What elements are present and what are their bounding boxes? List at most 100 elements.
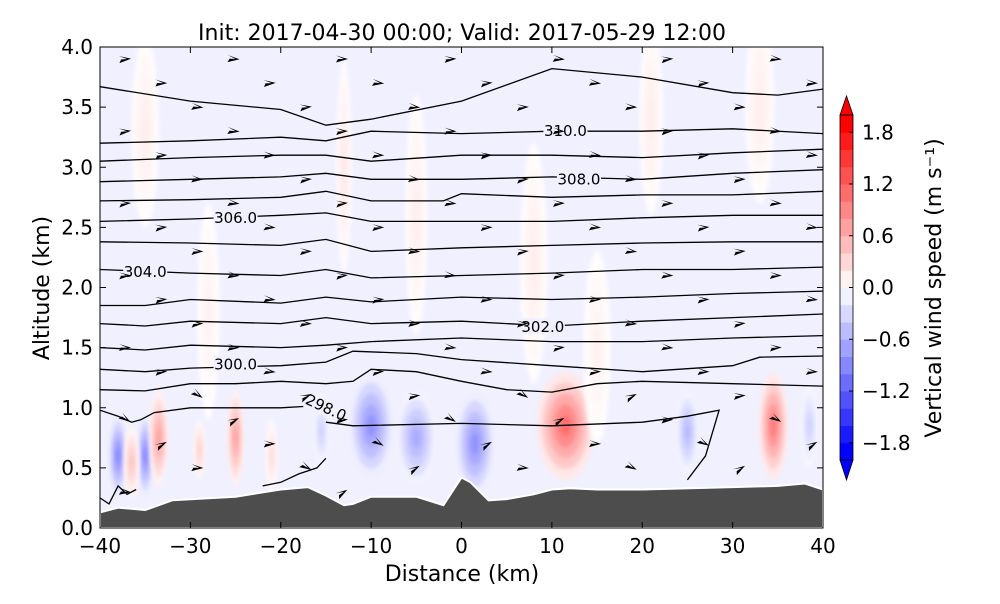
wind-vector-arrow [516,176,529,184]
wind-vector-arrow [733,320,746,328]
wind-vector-arrow [154,296,168,304]
chart-title: Init: 2017-04-30 00:00; Valid: 2017-05-2… [198,21,726,46]
wind-vector-arrow [589,440,602,448]
wind-feature [142,111,148,151]
wind-vector-arrow [263,367,276,375]
wind-vector-arrow [227,271,240,279]
wind-feature [198,443,201,456]
colorbar-band [840,373,853,392]
contour-label-background [123,262,168,279]
contour-label: 306.0 [214,209,257,227]
x-tick-label: −10 [350,534,392,558]
theta-contour-line [100,128,823,144]
contour-label: 310.0 [544,122,587,140]
x-tick-label: −30 [169,534,211,558]
wind-vector-arrow [805,223,818,231]
wind-vector-arrow [118,272,132,280]
wind-vector-arrow [444,127,457,135]
wind-vector-arrow [697,80,710,88]
wind-vector-arrow [190,388,203,398]
wind-vector-arrow [154,441,167,451]
wind-vector-arrow [733,465,746,476]
wind-vector-arrow [299,248,312,256]
wind-vector-arrow [335,128,348,136]
wind-vector-arrow [335,416,348,424]
wind-feature [270,448,273,464]
theta-contour-line [100,67,823,126]
colorbar-tick-label: 1.2 [862,172,894,196]
contour-label: 308.0 [558,170,601,188]
wind-vector-arrow [444,199,457,207]
wind-vector-arrow [118,200,132,208]
colorbar-band [840,391,853,409]
wind-vector-arrow [335,272,348,280]
wind-vector-arrow [444,55,457,63]
y-tick-label: 0.5 [61,456,93,480]
theta-contour-line [100,350,823,373]
wind-vector-arrow [227,126,240,134]
wind-vector-arrow [516,388,529,398]
theta-contour-line [262,457,327,487]
colorbar-band [840,201,853,219]
wind-vector-arrow [480,367,493,375]
wind-vector-arrow [661,199,674,207]
wind-feature [756,87,763,127]
wind-vector-arrow [407,465,420,476]
wind-vector-arrow [733,248,746,256]
wind-vector-arrow [588,78,602,86]
wind-vector-arrow [697,296,710,304]
colorbar-band [840,235,853,254]
wind-vector-arrow [733,176,746,184]
wind-vector-arrow [552,200,565,208]
wind-vector-arrow [227,55,240,63]
wind-vector-arrow [588,150,602,158]
wind-vector-arrow [480,224,493,232]
wind-feature [412,428,421,448]
x-tick-label: 30 [720,534,745,558]
wind-vector-arrow [516,463,529,471]
wind-vector-arrow [407,174,421,182]
wind-vector-arrow [769,199,782,207]
contour-label: 300.0 [214,355,257,373]
wind-vector-arrow [371,78,385,86]
x-axis: −40 −30 −20 −10 0 10 20 30 40 [79,47,836,558]
colorbar-band [840,270,853,288]
y-tick-label: 3.0 [61,155,93,179]
wind-vector-arrow [552,54,565,62]
y-axis: 0.0 0.5 1.0 1.5 2.0 2.5 3.0 3.5 4.0 [61,35,823,540]
wind-vector-arrow [697,224,710,232]
wind-vector-arrow [263,295,276,303]
wind-vector-arrow [769,412,782,422]
wind-vector-arrow [805,367,818,375]
contour-label-background [556,170,601,187]
wind-vector-arrow [805,295,818,303]
wind-feature [130,454,134,470]
wind-vector-arrow [625,103,638,111]
contour-label-background [213,208,258,225]
wind-feature [206,289,211,334]
colorbar-band [840,356,853,375]
wind-vector-arrow [299,460,312,470]
wind-vector-arrow [661,128,674,136]
wind-vector-arrow [661,416,674,424]
colorbar-band [840,166,853,185]
wind-vector-arrow [227,343,240,351]
x-tick-label: −20 [260,534,302,558]
x-tick-label: 40 [810,534,835,558]
y-tick-label: 0.0 [61,516,93,540]
wind-vector-arrow [661,343,674,351]
wind-vector-arrow [552,127,565,135]
wind-vector-arrow [552,417,565,427]
wind-vector-arrow [191,175,204,183]
colorbar-extend-min [839,459,854,482]
wind-vector-arrow [624,175,638,183]
colorbar-band [840,149,853,168]
wind-vector-arrow [697,152,710,160]
contour-label-background [303,398,348,415]
wind-vector-arrow [407,393,421,401]
wind-feature [233,428,238,448]
wind-vector-arrow [516,248,529,256]
wind-vector-arrow [588,368,602,376]
